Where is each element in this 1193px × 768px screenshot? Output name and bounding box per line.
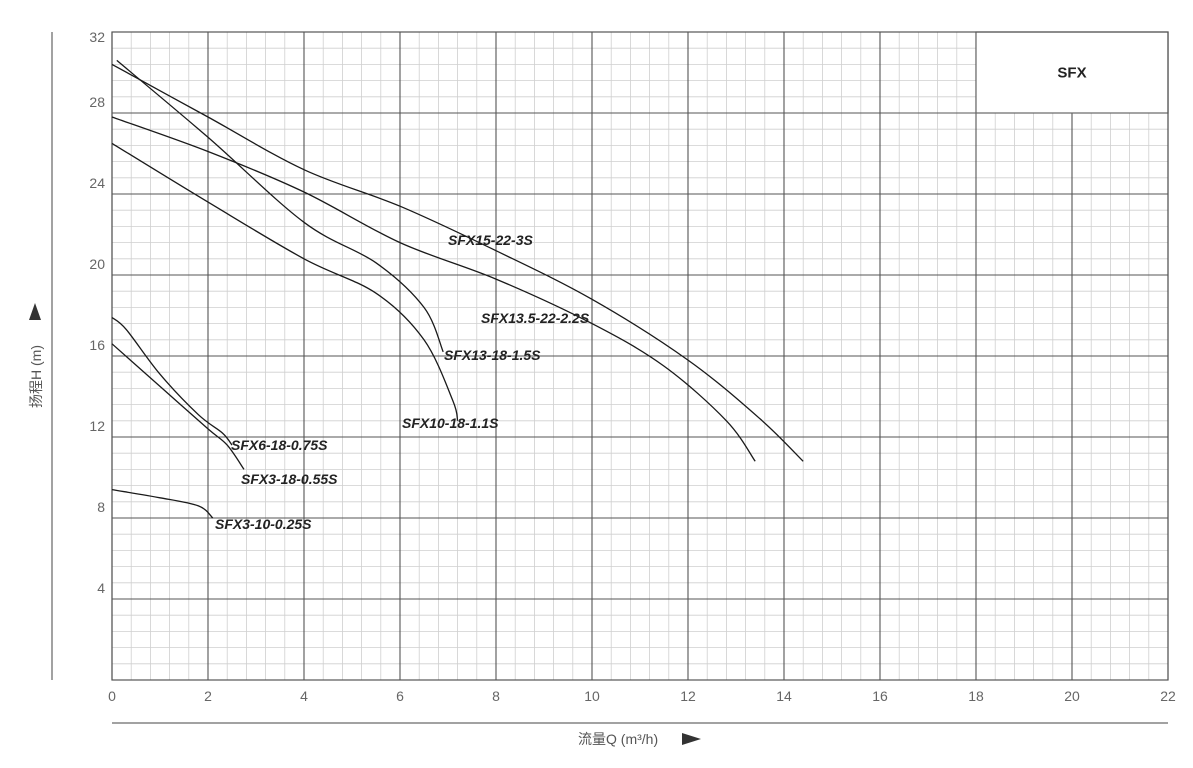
curve-label-SFX3-10-0.25S: SFX3-10-0.25S — [215, 516, 312, 532]
curve-SFX15-22-3S — [111, 63, 804, 462]
x-tick-label: 8 — [492, 688, 500, 704]
x-tick-label: 22 — [1160, 688, 1176, 704]
y-tick-label: 28 — [89, 94, 105, 110]
curve-SFX3-18-0.55S — [111, 343, 245, 470]
title-box — [975, 31, 1169, 114]
plot-border — [111, 31, 1169, 681]
x-axis-title: 流量Q (m³/h) — [578, 731, 658, 747]
x-tick-label: 0 — [108, 688, 116, 704]
curve-label-SFX10-18-1.1S: SFX10-18-1.1S — [402, 415, 499, 431]
curve-label-SFX13-18-1.5S: SFX13-18-1.5S — [444, 347, 541, 363]
y-tick-label: 8 — [97, 499, 105, 515]
y-tick-label: 12 — [89, 418, 105, 434]
curve-SFX13-18-1.5S — [116, 59, 444, 353]
y-tick-label: 20 — [89, 256, 105, 272]
y-tick-label: 4 — [97, 580, 105, 596]
y-axis-title: 扬程H (m) — [28, 345, 44, 408]
x-tick-label: 16 — [872, 688, 888, 704]
curve-labels: SFX15-22-3S SFX13.5-22-2.2S SFX13-18-1.5S S… — [215, 232, 590, 532]
x-axis-arrow-icon — [682, 733, 701, 745]
y-tick-label: 16 — [89, 337, 105, 353]
plot-frame — [111, 31, 1169, 681]
curve-label-SFX13.5-22-2.2S: SFX13.5-22-2.2S — [481, 310, 590, 326]
x-tick-label: 4 — [300, 688, 308, 704]
chart-title: SFX — [1057, 65, 1086, 82]
axes-decoration: 流量Q (m³/h) 扬程H (m) — [28, 32, 1168, 747]
curves — [111, 59, 804, 519]
y-axis-arrow-icon — [29, 303, 41, 320]
curve-label-SFX3-18-0.55S: SFX3-18-0.55S — [241, 471, 338, 487]
x-tick-label: 14 — [776, 688, 792, 704]
curve-SFX6-18-0.75S — [111, 316, 233, 446]
x-tick-label: 2 — [204, 688, 212, 704]
curve-SFX13.5-22-2.2S — [111, 116, 756, 462]
curve-SFX10-18-1.1S — [111, 142, 459, 421]
y-tick-label: 24 — [89, 175, 105, 191]
x-tick-label: 18 — [968, 688, 984, 704]
x-tick-label: 12 — [680, 688, 696, 704]
x-tick-label: 20 — [1064, 688, 1080, 704]
curve-label-SFX6-18-0.75S: SFX6-18-0.75S — [231, 437, 328, 453]
curve-label-SFX15-22-3S: SFX15-22-3S — [448, 232, 533, 248]
y-tick-label: 32 — [89, 29, 105, 45]
x-tick-label: 6 — [396, 688, 404, 704]
curve-SFX3-10-0.25S — [111, 488, 214, 519]
x-tick-label: 10 — [584, 688, 600, 704]
